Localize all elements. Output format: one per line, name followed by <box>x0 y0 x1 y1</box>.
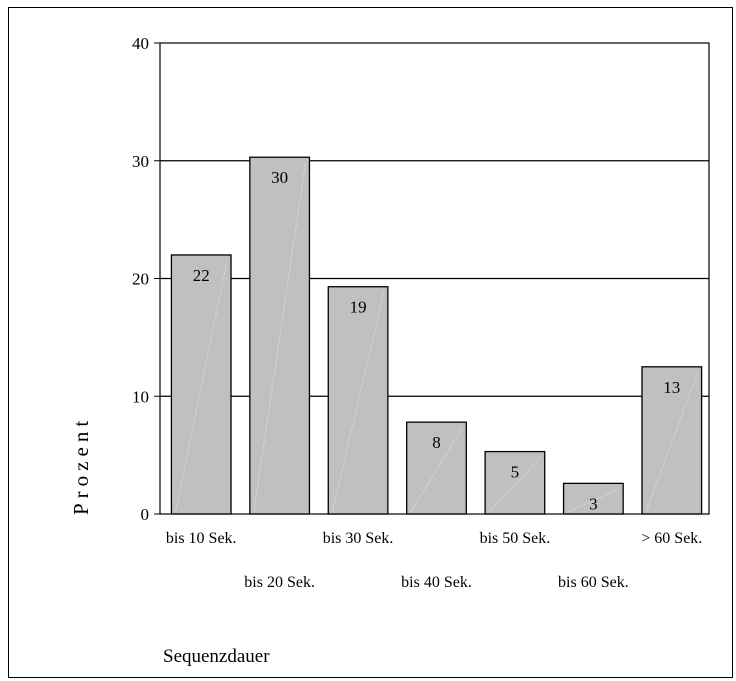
bar-1 <box>170 254 232 515</box>
data-label: 19 <box>350 298 367 317</box>
bar-3 <box>327 286 389 515</box>
data-label: 3 <box>589 494 598 513</box>
y-tick-label: 40 <box>132 34 149 53</box>
bar-texture <box>410 427 463 513</box>
bar-texture <box>567 489 620 513</box>
bar-6 <box>562 482 624 515</box>
x-tick-label: bis 60 Sek. <box>558 574 629 591</box>
x-tick-label: bis 50 Sek. <box>480 530 551 547</box>
labels: 0 10 20 30 40 22 30 19 8 5 3 13 bis 10 Sek. bis 20 Se… <box>69 34 702 667</box>
bar-texture <box>175 260 228 513</box>
axes <box>154 42 160 515</box>
bar-texture <box>488 457 542 513</box>
x-tick-label: bis 20 Sek. <box>244 574 315 591</box>
x-tick-label: bis 40 Sek. <box>401 574 472 591</box>
x-axis-title: Sequenzdauer <box>163 646 270 667</box>
bars <box>170 156 703 515</box>
x-tick-label: bis 30 Sek. <box>323 530 394 547</box>
data-label: 5 <box>511 463 520 482</box>
y-tick-label: 0 <box>141 505 150 524</box>
data-label: 13 <box>663 378 680 397</box>
x-tick-label: bis 10 Sek. <box>166 530 237 547</box>
data-label: 30 <box>271 168 288 187</box>
y-axis-title: Prozent <box>69 416 93 515</box>
bar-5 <box>484 450 546 515</box>
bar-texture <box>645 372 698 513</box>
x-tick-label: > 60 Sek. <box>641 530 702 547</box>
data-label: 8 <box>432 433 441 452</box>
data-label: 22 <box>193 266 210 285</box>
bar-texture <box>253 163 306 513</box>
bar-7 <box>641 366 703 515</box>
bar-texture <box>331 292 385 513</box>
y-tick-label: 30 <box>132 152 149 171</box>
y-tick-label: 20 <box>132 270 149 289</box>
y-tick-label: 10 <box>132 387 149 406</box>
